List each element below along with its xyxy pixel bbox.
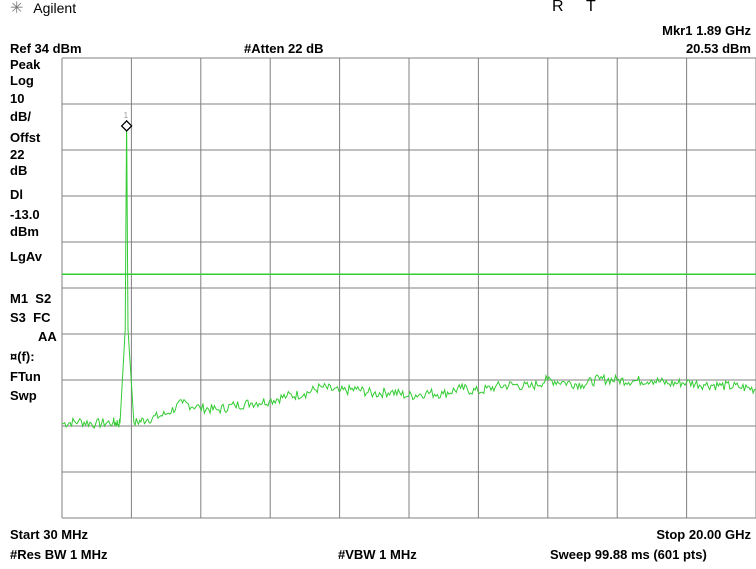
annotation-display-line-value: -13.0 bbox=[10, 207, 40, 222]
annotation-offset-value: 22 bbox=[10, 147, 25, 162]
annotation-offset-unit: dB bbox=[10, 163, 28, 178]
agilent-logo: ✳ Agilent bbox=[10, 0, 76, 18]
brand-name: Agilent bbox=[33, 0, 77, 16]
graticule bbox=[61, 57, 756, 519]
marker-1: 1 bbox=[120, 111, 133, 132]
annotation-display-line: Dl bbox=[10, 187, 23, 202]
status-t: T bbox=[586, 0, 596, 15]
attenuation: #Atten 22 dB bbox=[244, 41, 324, 56]
annotation-averaging: LgAv bbox=[10, 249, 43, 264]
resolution-bandwidth: #Res BW 1 MHz bbox=[10, 547, 108, 562]
annotation-swp: Swp bbox=[10, 388, 37, 403]
marker-diamond bbox=[120, 120, 133, 132]
sweep-time: Sweep 99.88 ms (601 pts) bbox=[550, 547, 707, 562]
marker-frequency: Mkr1 1.89 GHz bbox=[662, 23, 751, 38]
annotation-scale-value: 10 bbox=[10, 91, 25, 106]
trace-1 bbox=[61, 119, 756, 430]
start-frequency: Start 30 MHz bbox=[10, 527, 89, 542]
annotation-trace-m1: M1 S2 bbox=[10, 291, 52, 306]
ref-level: Ref 34 dBm bbox=[10, 41, 82, 56]
annotation-offset: Offst bbox=[10, 130, 41, 145]
annotation-ftun: FTun bbox=[10, 369, 41, 384]
annotation-trace-s3: S3 FC bbox=[10, 310, 51, 325]
marker-label: 1 bbox=[124, 111, 129, 120]
agilent-spark-icon: ✳ bbox=[10, 0, 24, 17]
annotation-aa: AA bbox=[38, 329, 57, 344]
status-r: R bbox=[552, 0, 564, 15]
stop-frequency: Stop 20.00 GHz bbox=[656, 527, 751, 542]
annotation-display-line-unit: dBm bbox=[10, 224, 39, 239]
annotation-scale-unit: dB/ bbox=[10, 109, 31, 124]
annotation-detector: Peak bbox=[10, 57, 41, 72]
annotation-scale-type: Log bbox=[10, 73, 34, 88]
video-bandwidth: #VBW 1 MHz bbox=[338, 547, 417, 562]
annotation-freq: ¤(f): bbox=[10, 349, 35, 364]
marker-amplitude: 20.53 dBm bbox=[685, 41, 751, 56]
